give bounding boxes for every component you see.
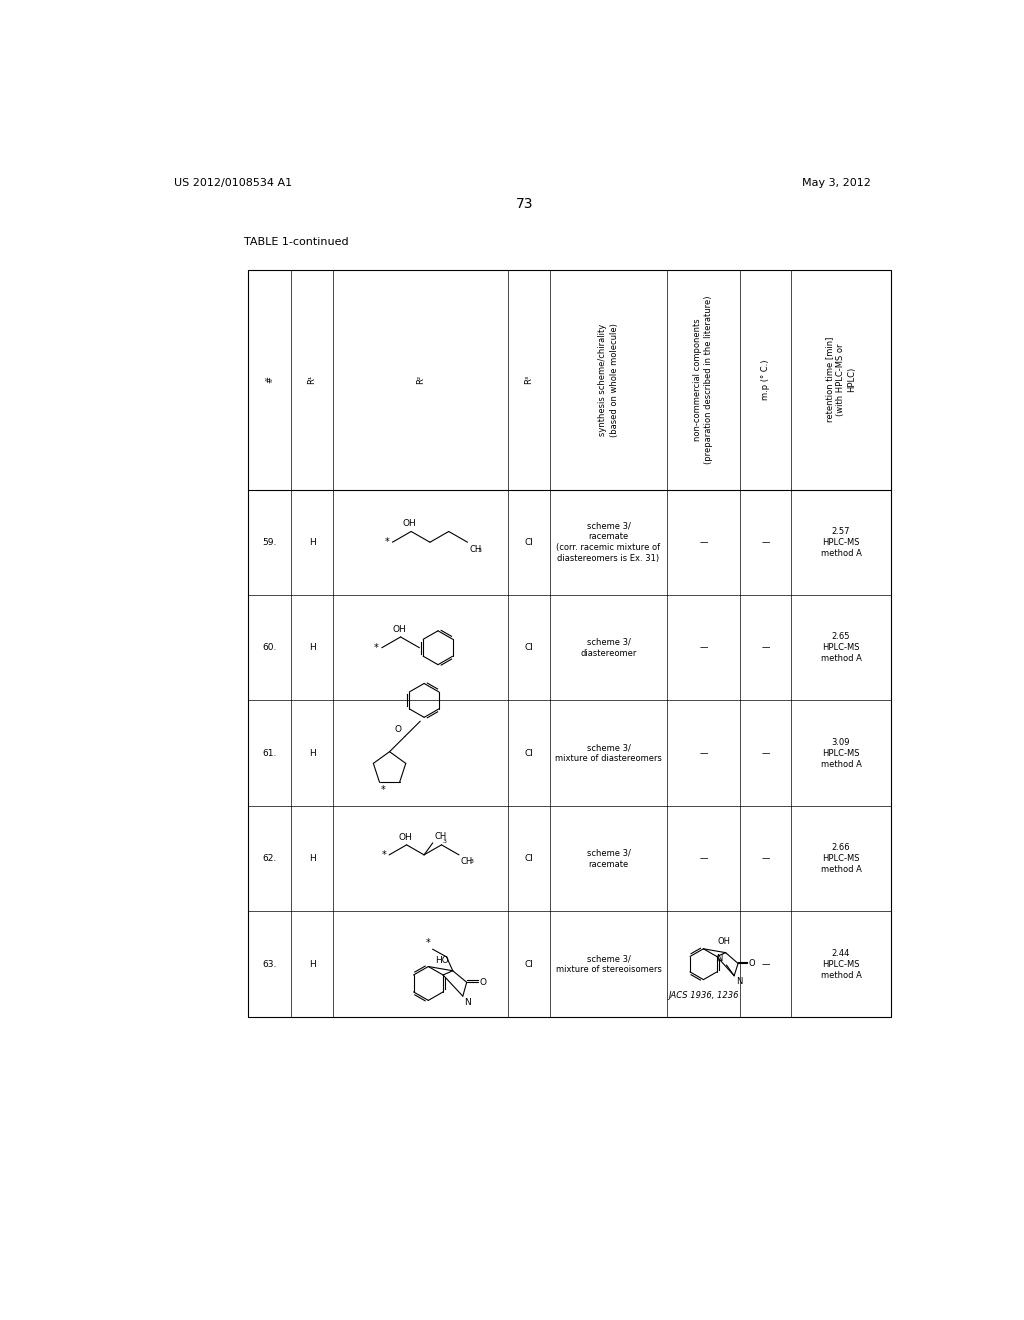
Text: —: —	[761, 960, 770, 969]
Text: H: H	[308, 960, 315, 969]
Text: —: —	[699, 748, 708, 758]
Text: —: —	[699, 854, 708, 863]
Text: —: —	[761, 643, 770, 652]
Text: scheme 3/
racemate
(corr. racemic mixture of
diastereomers is Ex. 31): scheme 3/ racemate (corr. racemic mixtur…	[556, 521, 660, 564]
Text: 2.66
HPLC-MS
method A: 2.66 HPLC-MS method A	[820, 843, 861, 874]
Text: 3: 3	[477, 548, 481, 553]
Text: scheme 3/
diastereomer: scheme 3/ diastereomer	[581, 638, 637, 657]
Text: CH: CH	[469, 545, 481, 554]
Text: H: H	[308, 643, 315, 652]
Text: H: H	[308, 537, 315, 546]
Text: —: —	[699, 537, 708, 546]
Text: #: #	[265, 376, 274, 383]
Text: 60.: 60.	[262, 643, 276, 652]
Text: O: O	[749, 958, 756, 968]
Text: Cl: Cl	[524, 960, 534, 969]
Text: Cl: Cl	[524, 537, 534, 546]
Text: scheme 3/
racemate: scheme 3/ racemate	[587, 849, 631, 869]
Text: JACS 1936, 1236: JACS 1936, 1236	[669, 991, 738, 1001]
Text: HO: HO	[435, 956, 449, 965]
Text: *: *	[381, 850, 386, 859]
Text: Cl: Cl	[524, 748, 534, 758]
Text: OH: OH	[402, 519, 417, 528]
Text: N: N	[735, 977, 742, 986]
Text: 59.: 59.	[262, 537, 276, 546]
Text: —: —	[761, 748, 770, 758]
Text: 2.65
HPLC-MS
method A: 2.65 HPLC-MS method A	[820, 632, 861, 664]
Text: retention time [min]
(with HPLC-MS or
HPLC): retention time [min] (with HPLC-MS or HP…	[825, 337, 857, 422]
Text: R³: R³	[524, 375, 534, 384]
Text: —: —	[761, 537, 770, 546]
Text: N: N	[464, 998, 471, 1007]
Text: H: H	[308, 854, 315, 863]
Text: N: N	[716, 953, 723, 962]
Text: US 2012/0108534 A1: US 2012/0108534 A1	[174, 178, 293, 187]
Text: OH: OH	[392, 624, 406, 634]
Text: O: O	[395, 725, 401, 734]
Text: *: *	[374, 643, 379, 652]
Text: 2.44
HPLC-MS
method A: 2.44 HPLC-MS method A	[820, 949, 861, 979]
Text: OH: OH	[398, 833, 412, 842]
Text: R²: R²	[416, 375, 425, 384]
Text: H: H	[308, 748, 315, 758]
Text: 61.: 61.	[262, 748, 276, 758]
Text: 2.57
HPLC-MS
method A: 2.57 HPLC-MS method A	[820, 527, 861, 558]
Text: 73: 73	[516, 197, 534, 211]
Text: 62.: 62.	[262, 854, 276, 863]
Text: *: *	[385, 537, 389, 548]
Text: —: —	[761, 854, 770, 863]
Text: Cl: Cl	[524, 854, 534, 863]
Bar	[248, 271, 891, 1016]
Text: TABLE 1-continued: TABLE 1-continued	[245, 238, 349, 247]
Text: scheme 3/
mixture of stereoisomers: scheme 3/ mixture of stereoisomers	[556, 954, 662, 974]
Text: CH: CH	[434, 833, 446, 841]
Text: R¹: R¹	[307, 375, 316, 384]
Text: *: *	[426, 937, 430, 948]
Text: synthesis scheme/chirality
(based on whole molecule): synthesis scheme/chirality (based on who…	[598, 323, 618, 437]
Text: May 3, 2012: May 3, 2012	[802, 178, 871, 187]
Text: m.p (° C.): m.p (° C.)	[761, 359, 770, 400]
Text: O: O	[479, 978, 486, 987]
Text: scheme 3/
mixture of diastereomers: scheme 3/ mixture of diastereomers	[555, 743, 662, 763]
Text: OH: OH	[718, 937, 730, 946]
Text: *: *	[381, 785, 386, 796]
Text: Cl: Cl	[524, 643, 534, 652]
Text: 63.: 63.	[262, 960, 276, 969]
Text: 3.09
HPLC-MS
method A: 3.09 HPLC-MS method A	[820, 738, 861, 768]
Text: 3: 3	[442, 838, 446, 843]
Text: —: —	[699, 643, 708, 652]
Text: non-commercial components
(preparation described in the literature): non-commercial components (preparation d…	[693, 296, 714, 465]
Text: CH: CH	[461, 857, 473, 866]
Text: 3: 3	[469, 859, 473, 865]
